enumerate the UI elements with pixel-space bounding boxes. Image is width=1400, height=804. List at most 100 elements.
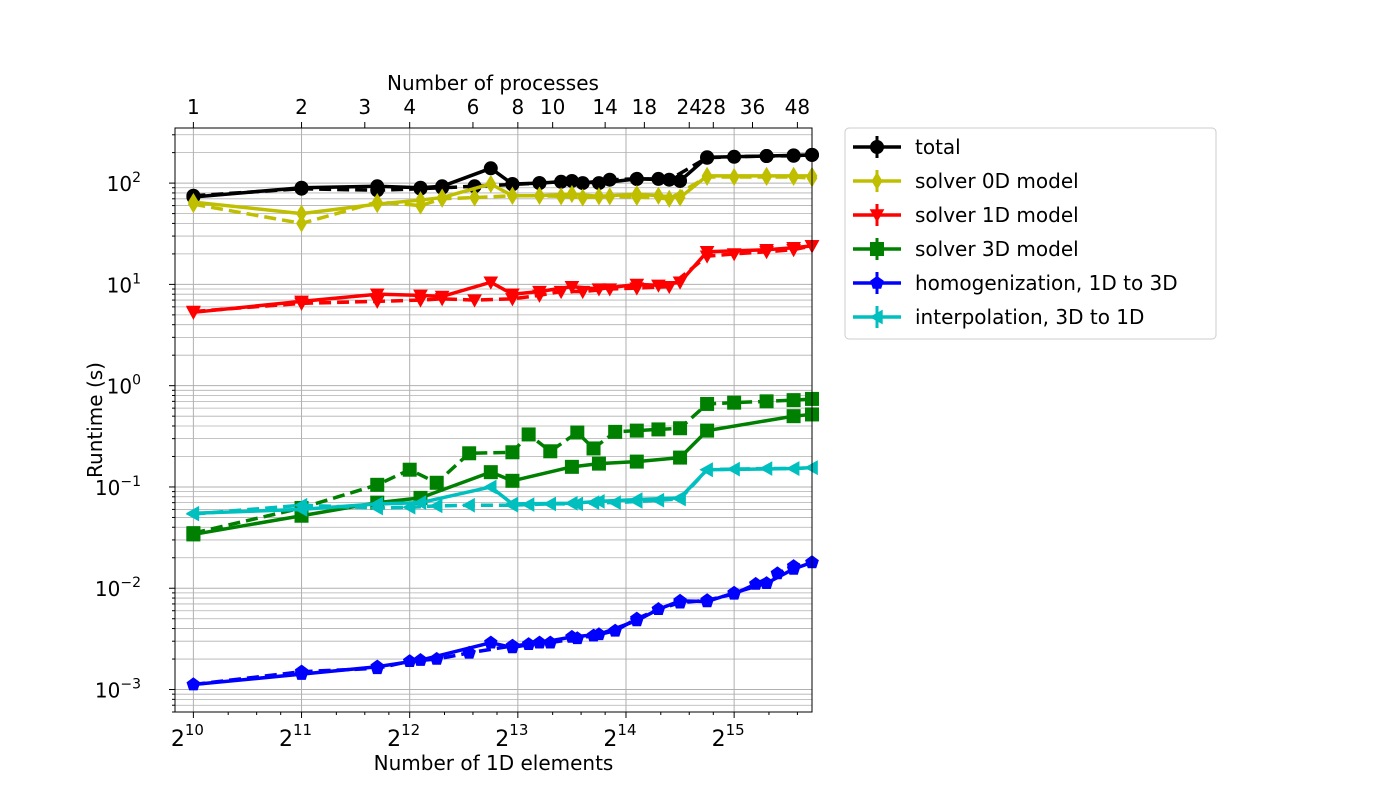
data-point bbox=[700, 150, 715, 165]
data-point bbox=[461, 497, 475, 513]
data-point bbox=[699, 246, 715, 260]
legend-label: total bbox=[915, 135, 961, 159]
data-point bbox=[412, 495, 427, 510]
plot-frame bbox=[174, 127, 813, 713]
legend-marker-swatch bbox=[869, 209, 885, 223]
y-tick-exponent: −1 bbox=[120, 474, 141, 490]
data-point bbox=[534, 186, 545, 205]
x-tick-label: 215 bbox=[712, 721, 745, 752]
top-tick-label: 2 bbox=[295, 95, 308, 119]
data-point bbox=[505, 445, 520, 460]
data-point bbox=[700, 594, 714, 608]
top-tick-label: 3 bbox=[358, 95, 371, 119]
series-5 bbox=[185, 460, 818, 522]
data-point bbox=[631, 184, 643, 204]
y-tick-label: 10−3 bbox=[95, 677, 141, 703]
data-point bbox=[294, 295, 309, 309]
data-point bbox=[296, 204, 307, 223]
data-point bbox=[483, 161, 498, 176]
legend-label: homogenization, 1D to 3D bbox=[915, 271, 1178, 295]
data-point bbox=[673, 421, 688, 436]
legend-marker-swatch bbox=[870, 140, 884, 154]
legend-label: solver 0D model bbox=[915, 169, 1079, 193]
data-point bbox=[592, 627, 606, 641]
top-tick-label: 1 bbox=[187, 95, 200, 119]
data-point bbox=[434, 290, 450, 304]
data-point bbox=[673, 450, 688, 465]
x-tick-label: 214 bbox=[603, 721, 636, 752]
y-tick-label: 100 bbox=[107, 373, 141, 399]
x-tick-exponent: 11 bbox=[293, 721, 312, 739]
x-tick-exponent: 10 bbox=[185, 721, 204, 739]
grid-layer bbox=[175, 128, 812, 713]
data-point bbox=[673, 173, 688, 188]
data-point bbox=[370, 179, 385, 194]
y-tick-base: 10 bbox=[107, 375, 132, 399]
data-point bbox=[483, 276, 499, 290]
data-point bbox=[370, 659, 385, 673]
data-point bbox=[415, 190, 426, 210]
data-point bbox=[759, 244, 774, 258]
data-point bbox=[484, 635, 498, 649]
data-point bbox=[629, 454, 644, 469]
data-point bbox=[187, 192, 199, 212]
data-point bbox=[429, 475, 444, 490]
data-point bbox=[469, 188, 481, 207]
data-point bbox=[672, 276, 688, 290]
data-point bbox=[369, 496, 383, 512]
x-tick-label: 213 bbox=[495, 721, 528, 752]
data-point bbox=[505, 288, 520, 302]
data-point bbox=[564, 459, 579, 474]
data-point bbox=[294, 180, 309, 195]
data-point bbox=[413, 653, 428, 666]
data-point bbox=[570, 425, 585, 440]
legend-marker-swatch bbox=[870, 275, 884, 289]
data-point bbox=[761, 166, 773, 185]
y-tick-exponent: 1 bbox=[132, 271, 141, 287]
legend-item: interpolation, 3D to 1D bbox=[853, 305, 1144, 329]
data-point bbox=[370, 477, 385, 492]
legend-marker-swatch bbox=[870, 242, 884, 256]
x-tick-label: 212 bbox=[387, 721, 420, 752]
x-tick-base: 2 bbox=[279, 727, 293, 752]
data-point bbox=[467, 294, 482, 308]
data-point bbox=[591, 456, 606, 471]
data-point bbox=[629, 171, 644, 186]
x-tick-base: 2 bbox=[495, 727, 509, 752]
data-point bbox=[186, 527, 201, 542]
y-tick-base: 10 bbox=[95, 577, 120, 601]
x-tick-exponent: 14 bbox=[617, 721, 636, 739]
y-tick-label: 102 bbox=[107, 170, 141, 196]
series-2 bbox=[186, 240, 820, 320]
top-tick-label: 14 bbox=[592, 95, 617, 119]
series-layer bbox=[185, 147, 820, 691]
data-point bbox=[786, 242, 801, 256]
data-point bbox=[485, 174, 497, 194]
y-tick-exponent: 0 bbox=[132, 373, 141, 389]
top-tick-label: 10 bbox=[540, 95, 565, 119]
data-point bbox=[651, 602, 666, 616]
data-point bbox=[700, 396, 715, 411]
top-axis-title: Number of processes bbox=[387, 71, 599, 95]
data-point bbox=[629, 278, 645, 292]
series-1 bbox=[187, 166, 818, 233]
data-point bbox=[786, 461, 800, 476]
legend-box bbox=[844, 127, 1217, 340]
data-point bbox=[543, 444, 558, 459]
data-point bbox=[413, 289, 428, 303]
x-tick-label: 210 bbox=[171, 721, 204, 752]
data-point bbox=[759, 394, 774, 409]
top-tick-label: 48 bbox=[785, 95, 810, 119]
data-point bbox=[532, 635, 547, 649]
data-point bbox=[564, 495, 578, 511]
data-point bbox=[727, 585, 741, 599]
legend-item: total bbox=[853, 135, 961, 159]
top-tick-label: 6 bbox=[467, 95, 480, 119]
data-point bbox=[651, 279, 666, 293]
data-point bbox=[186, 677, 201, 691]
data-point bbox=[630, 613, 644, 627]
data-point bbox=[483, 479, 497, 495]
data-point bbox=[674, 188, 686, 207]
data-point bbox=[786, 393, 801, 408]
